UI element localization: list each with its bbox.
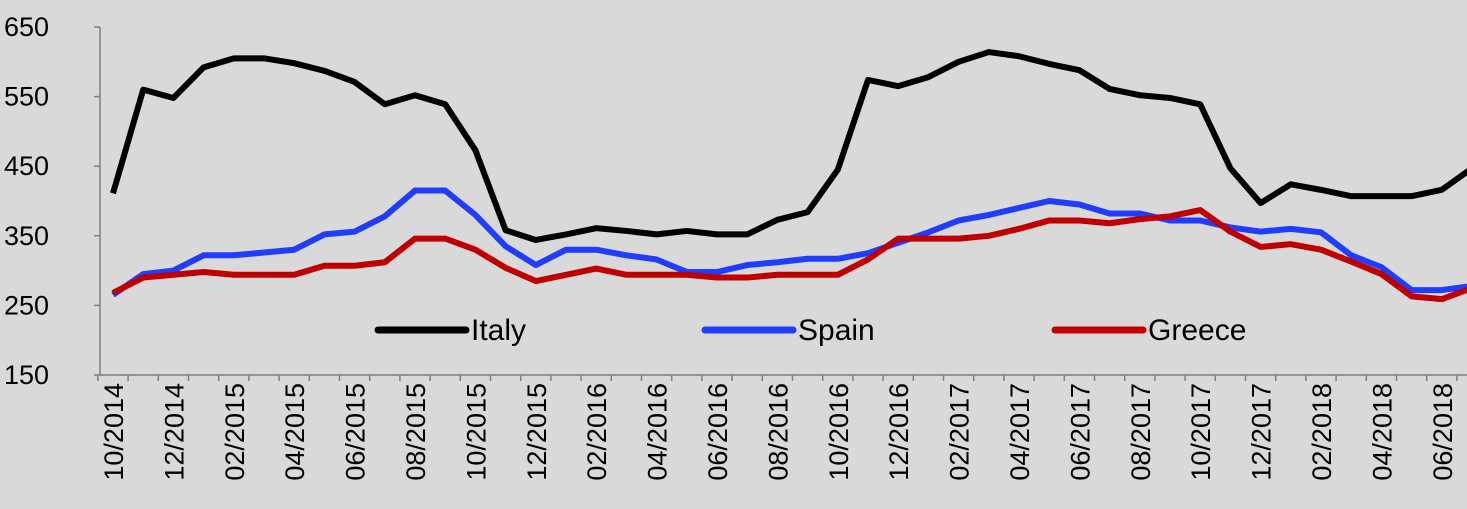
y-tick-label: 150 [4, 360, 49, 390]
x-tick-label: 12/2017 [1247, 383, 1277, 481]
x-tick-label: 12/2016 [884, 383, 914, 481]
x-tick-label: 06/2015 [341, 383, 371, 481]
x-tick-label: 06/2018 [1428, 383, 1458, 481]
x-tick-label: 02/2015 [220, 383, 250, 481]
x-tick-label: 10/2017 [1186, 383, 1216, 481]
line-series [111, 187, 1467, 298]
y-tick-label: 550 [4, 82, 49, 112]
x-tick-label: 08/2017 [1126, 383, 1156, 481]
x-tick-label: 12/2015 [522, 383, 552, 481]
x-tick-label: 02/2016 [582, 383, 612, 481]
x-tick-label: 04/2018 [1367, 383, 1397, 481]
legend-label: Greece [1148, 314, 1246, 347]
x-tick-label: 08/2016 [763, 383, 793, 481]
line-series [111, 207, 1467, 303]
x-tick-label: 04/2017 [1005, 383, 1035, 481]
line-series [110, 49, 1467, 243]
legend-label: Italy [471, 314, 526, 347]
x-tick-label: 02/2017 [945, 383, 975, 481]
y-tick-label: 650 [4, 12, 49, 42]
x-tick-label: 04/2016 [643, 383, 673, 481]
x-tick-label: 10/2016 [824, 383, 854, 481]
x-tick-label: 08/2015 [401, 383, 431, 481]
x-tick-label: 06/2016 [703, 383, 733, 481]
legend-label: Spain [798, 314, 875, 347]
x-tick-label: 02/2018 [1307, 383, 1337, 481]
y-tick-label: 450 [4, 151, 49, 181]
y-tick-label: 250 [4, 290, 49, 320]
x-tick-label: 10/2015 [461, 383, 491, 481]
x-tick-label: 12/2014 [159, 383, 189, 481]
x-tick-label: 04/2015 [280, 383, 310, 481]
x-tick-label: 10/2014 [99, 383, 129, 481]
y-tick-label: 350 [4, 221, 49, 251]
x-tick-label: 06/2017 [1065, 383, 1095, 481]
